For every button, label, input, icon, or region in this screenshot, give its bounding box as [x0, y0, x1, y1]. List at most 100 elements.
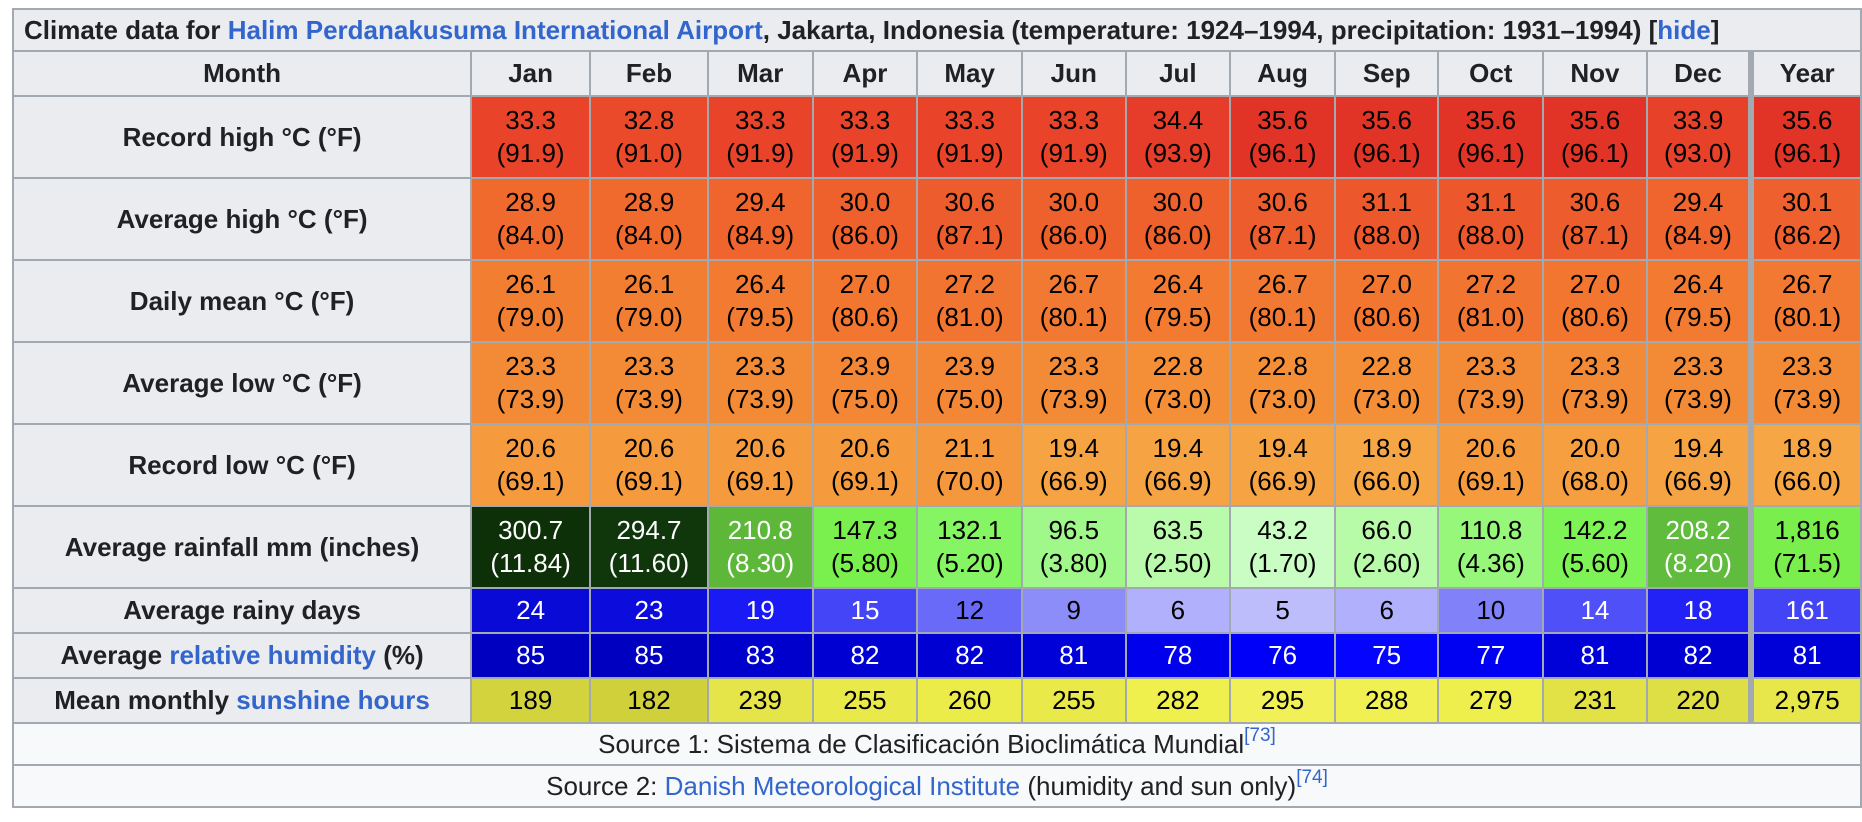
cell-value: 147.3	[832, 515, 898, 545]
cell-secondary-value: (4.36)	[1456, 548, 1525, 578]
cell-secondary-value: (84.9)	[1664, 220, 1732, 250]
cell-value: 85	[516, 640, 546, 670]
data-cell: 27.2 (81.0)	[916, 259, 1023, 343]
month-header-mar: Mar	[706, 50, 814, 97]
cell-secondary-value: (91.9)	[1039, 138, 1108, 168]
row-label-prefix: Mean monthly	[54, 685, 237, 715]
data-cell: 35.6 (96.1)	[1542, 95, 1648, 179]
cell-value: 27.0	[839, 269, 891, 299]
danish-meteorological-institute-link[interactable]: Danish Meteorological Institute	[664, 770, 1021, 801]
cell-secondary-value: (81.0)	[1456, 302, 1525, 332]
cell-value: 30.6	[1257, 187, 1308, 217]
month-header-jun: Jun	[1021, 50, 1127, 97]
cell-secondary-value: (79.5)	[1664, 302, 1732, 332]
cell-value: 26.4	[734, 269, 786, 299]
cell-value: 20.6	[734, 433, 786, 463]
data-cell: 30.6 (87.1)	[1542, 177, 1648, 261]
data-cell: 26.7 (80.1)	[1021, 259, 1127, 343]
cell-value: 30.6	[944, 187, 995, 217]
cell-value: 33.3	[734, 105, 786, 135]
reference-73-link[interactable]: [73]	[1244, 724, 1276, 746]
data-cell: 15	[811, 587, 919, 634]
data-cell: 29.4 (84.9)	[706, 177, 814, 261]
cell-value: 96.5	[1048, 515, 1100, 545]
cell-value: 26.1	[505, 269, 556, 299]
cell-secondary-value: (87.1)	[1248, 220, 1317, 250]
data-cell: 30.0 (86.0)	[1021, 177, 1127, 261]
data-cell: 22.8 (73.0)	[1333, 341, 1440, 425]
cell-secondary-value: (96.1)	[1773, 138, 1842, 168]
data-cell: 32.8 (91.0)	[589, 95, 709, 179]
data-cell: 35.6 (96.1)	[1748, 95, 1862, 179]
data-cell: 19.4 (66.9)	[1021, 423, 1127, 507]
cell-value: 78	[1163, 640, 1193, 670]
average-high-label: Average high °C (°F)	[11, 177, 473, 261]
cell-secondary-value: (75.0)	[830, 384, 899, 414]
cell-value: 18.9	[1361, 433, 1412, 463]
airport-link[interactable]: Halim Perdanakusuma International Airpor…	[227, 14, 763, 45]
average-high-row: Average high °C (°F) 28.9 (84.0) 28.9 (84.0)…	[11, 177, 1862, 261]
cell-value: 24	[516, 595, 546, 625]
cell-value: 189	[508, 685, 553, 715]
month-header-sep: Sep	[1333, 50, 1440, 97]
cell-value: 23.9	[944, 351, 995, 381]
data-cell: 82	[1645, 632, 1753, 679]
cell-value: 282	[1156, 685, 1200, 715]
data-cell: 19.4 (66.9)	[1645, 423, 1753, 507]
data-cell: 26.7 (80.1)	[1748, 259, 1862, 343]
cell-secondary-value: (80.1)	[1773, 302, 1842, 332]
data-cell: 82	[916, 632, 1023, 679]
data-cell: 23.3 (73.9)	[589, 341, 709, 425]
cell-value: 23.3	[1569, 351, 1621, 381]
mean-sunshine-hours-link[interactable]: sunshine hours	[236, 685, 430, 715]
data-cell: 20.0 (68.0)	[1542, 423, 1648, 507]
data-cell: 75	[1333, 632, 1440, 679]
data-cell: 26.7 (80.1)	[1229, 259, 1336, 343]
data-cell: 24	[470, 587, 592, 634]
cell-value: 23.3	[623, 351, 675, 381]
data-cell: 81	[1748, 632, 1862, 679]
data-cell: 76	[1229, 632, 1336, 679]
cell-secondary-value: (79.0)	[496, 302, 565, 332]
cell-value: 81	[1580, 640, 1610, 670]
average-rainy-days-label: Average rainy days	[11, 587, 473, 634]
cell-secondary-value: (73.0)	[1143, 384, 1212, 414]
cell-value: 26.4	[1672, 269, 1724, 299]
data-cell: 82	[811, 632, 919, 679]
cell-secondary-value: (88.0)	[1456, 220, 1525, 250]
cell-secondary-value: (5.60)	[1560, 548, 1629, 578]
cell-value: 12	[955, 595, 985, 625]
data-cell: 27.0 (80.6)	[811, 259, 919, 343]
cell-secondary-value: (69.1)	[830, 466, 899, 496]
cell-value: 6	[1170, 595, 1186, 625]
cell-secondary-value: (5.80)	[830, 548, 899, 578]
cell-value: 27.2	[944, 269, 995, 299]
cell-secondary-value: (87.1)	[1560, 220, 1629, 250]
cell-value: 28.9	[505, 187, 556, 217]
data-cell: 85	[470, 632, 592, 679]
month-header-dec: Dec	[1645, 50, 1753, 97]
cell-value: 255	[1052, 685, 1096, 715]
data-cell: 29.4 (84.9)	[1645, 177, 1753, 261]
cell-secondary-value: (69.1)	[615, 466, 683, 496]
data-cell: 23.9 (75.0)	[811, 341, 919, 425]
data-cell: 132.1 (5.20)	[916, 505, 1023, 589]
cell-value: 182	[627, 685, 671, 715]
cell-value: 30.0	[1152, 187, 1204, 217]
cell-value: 75	[1372, 640, 1402, 670]
caption-prefix: Climate data for	[24, 14, 228, 45]
cell-secondary-value: (86.2)	[1773, 220, 1842, 250]
cell-secondary-value: (84.0)	[496, 220, 565, 250]
cell-secondary-value: (81.0)	[935, 302, 1004, 332]
cell-value: 23.3	[1465, 351, 1517, 381]
cell-value: 23.9	[839, 351, 891, 381]
cell-value: 6	[1379, 595, 1394, 625]
cell-secondary-value: (73.9)	[1456, 384, 1525, 414]
average-relative-humidity-link[interactable]: relative humidity	[169, 640, 376, 670]
reference-74-link[interactable]: [74]	[1296, 766, 1328, 788]
month-header-jul: Jul	[1124, 50, 1232, 97]
cell-secondary-value: (96.1)	[1248, 138, 1317, 168]
cell-value: 18	[1683, 595, 1713, 625]
hide-toggle-link[interactable]: hide	[1657, 14, 1711, 45]
cell-secondary-value: (80.6)	[830, 302, 899, 332]
